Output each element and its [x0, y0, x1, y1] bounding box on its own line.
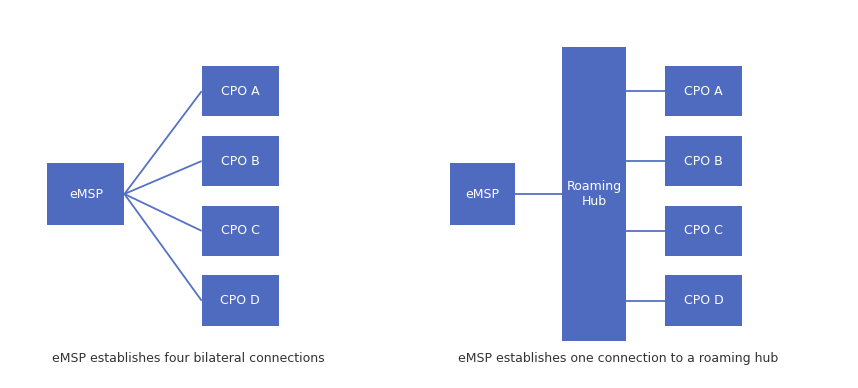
Text: CPO A: CPO A	[221, 85, 260, 98]
Text: eMSP establishes four bilateral connections: eMSP establishes four bilateral connecti…	[52, 352, 325, 365]
FancyBboxPatch shape	[665, 206, 742, 256]
FancyBboxPatch shape	[202, 206, 279, 256]
Text: eMSP: eMSP	[466, 187, 499, 201]
FancyBboxPatch shape	[665, 66, 742, 116]
FancyBboxPatch shape	[202, 275, 279, 326]
Text: CPO D: CPO D	[684, 294, 723, 307]
FancyBboxPatch shape	[562, 47, 626, 341]
Text: eMSP: eMSP	[69, 187, 103, 201]
FancyBboxPatch shape	[665, 136, 742, 186]
Text: CPO D: CPO D	[221, 294, 260, 307]
Text: CPO C: CPO C	[221, 224, 260, 237]
Text: eMSP establishes one connection to a roaming hub: eMSP establishes one connection to a roa…	[457, 352, 778, 365]
Text: CPO B: CPO B	[684, 154, 723, 168]
Text: CPO A: CPO A	[684, 85, 723, 98]
Text: CPO C: CPO C	[684, 224, 723, 237]
FancyBboxPatch shape	[47, 163, 124, 225]
FancyBboxPatch shape	[450, 163, 515, 225]
Text: CPO B: CPO B	[221, 154, 260, 168]
FancyBboxPatch shape	[665, 275, 742, 326]
Text: Roaming
Hub: Roaming Hub	[566, 180, 622, 208]
FancyBboxPatch shape	[202, 136, 279, 186]
FancyBboxPatch shape	[202, 66, 279, 116]
